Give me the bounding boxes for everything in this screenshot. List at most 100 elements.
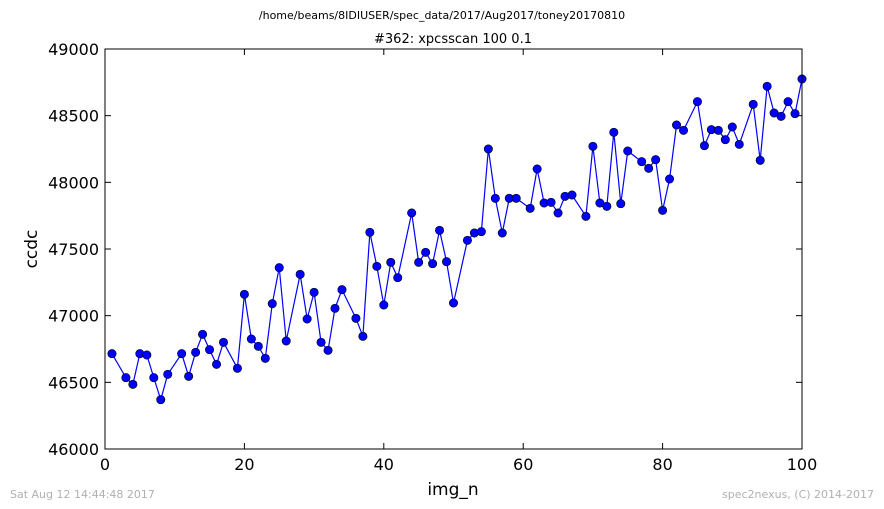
data-point	[637, 157, 647, 167]
data-point	[156, 395, 166, 405]
y-axis: 46000 46500 47000 47500 48000 48500 49000	[48, 40, 802, 459]
data-point	[727, 122, 737, 132]
data-point	[497, 228, 507, 238]
data-point	[476, 227, 486, 237]
data-point	[755, 155, 765, 165]
data-point	[428, 259, 438, 269]
data-point	[218, 337, 228, 347]
chart-suptitle: /home/beams/8IDIUSER/spec_data/2017/Aug2…	[259, 9, 625, 22]
data-point	[483, 144, 493, 154]
timestamp-footer: Sat Aug 12 14:44:48 2017	[10, 488, 155, 501]
data-point	[532, 164, 542, 174]
data-point	[274, 263, 284, 273]
data-point	[205, 345, 215, 355]
data-point	[616, 199, 626, 209]
data-point	[602, 201, 612, 211]
data-point	[372, 261, 382, 271]
data-point	[421, 247, 431, 257]
data-point	[142, 350, 152, 360]
x-tick-label: 80	[652, 455, 672, 474]
data-point	[783, 97, 793, 107]
x-axis: 0 20 40 60 80 100	[100, 49, 817, 474]
data-point	[790, 109, 800, 119]
data-point	[581, 211, 591, 221]
data-point	[232, 363, 242, 373]
data-point	[260, 353, 270, 363]
data-point	[553, 208, 563, 218]
data-point	[435, 225, 445, 235]
data-point	[672, 120, 682, 130]
x-axis-label: img_n	[427, 480, 478, 500]
data-point	[525, 203, 535, 213]
data-point	[128, 379, 138, 389]
data-point	[212, 359, 222, 369]
data-point	[379, 300, 389, 310]
data-point	[121, 373, 131, 383]
series-line	[111, 78, 803, 402]
data-point	[665, 174, 675, 184]
data-point	[776, 111, 786, 121]
y-tick-label: 49000	[48, 40, 99, 59]
data-point	[623, 146, 633, 156]
y-tick-label: 47500	[48, 240, 99, 259]
data-point	[330, 303, 340, 313]
data-point	[679, 125, 689, 135]
data-point	[177, 349, 187, 359]
y-tick-label: 46000	[48, 440, 99, 459]
data-point	[442, 257, 452, 267]
x-tick-label: 20	[234, 455, 254, 474]
data-point	[107, 349, 117, 359]
x-tick-label: 60	[513, 455, 533, 474]
data-point	[295, 269, 305, 279]
data-point	[316, 337, 326, 347]
x-tick-label: 40	[374, 455, 394, 474]
data-point	[490, 193, 500, 203]
data-point	[365, 227, 375, 237]
data-point	[386, 257, 396, 267]
chart-title: #362: xpcsscan 100 0.1	[374, 32, 532, 47]
data-point	[699, 141, 709, 151]
data-point	[149, 373, 159, 383]
credit-footer: spec2nexus, (C) 2014-2017	[722, 488, 874, 501]
plot-frame	[104, 48, 803, 450]
data-point	[734, 139, 744, 149]
data-point	[302, 314, 312, 324]
data-point	[748, 99, 758, 109]
y-tick-label: 46500	[48, 373, 99, 392]
data-point	[323, 345, 333, 355]
data-point	[658, 205, 668, 215]
data-point	[407, 208, 417, 218]
data-point	[351, 313, 361, 323]
data-point	[720, 135, 730, 145]
data-point	[448, 298, 458, 308]
data-point	[414, 257, 424, 267]
data-point	[462, 235, 472, 245]
data-point	[163, 369, 173, 379]
data-point	[267, 299, 277, 309]
data-point	[239, 289, 249, 299]
data-point	[393, 273, 403, 283]
data-point	[609, 127, 619, 137]
data-point	[692, 97, 702, 107]
data-point	[184, 371, 194, 381]
data-point	[567, 190, 577, 200]
data-point	[337, 285, 347, 295]
data-point	[511, 193, 521, 203]
data-point	[281, 336, 291, 346]
data-point	[253, 341, 263, 351]
data-point	[198, 329, 208, 339]
data-point	[358, 331, 368, 341]
y-tick-label: 47000	[48, 307, 99, 326]
data-point	[546, 197, 556, 207]
data-point	[309, 287, 319, 297]
x-tick-label: 0	[100, 455, 110, 474]
data-point	[191, 347, 201, 357]
data-point	[246, 334, 256, 344]
data-point	[588, 141, 598, 151]
data-point	[651, 155, 661, 165]
data-point	[762, 81, 772, 91]
y-axis-label: ccdc	[22, 230, 42, 269]
data-series	[107, 74, 807, 405]
x-tick-label: 100	[787, 455, 818, 474]
